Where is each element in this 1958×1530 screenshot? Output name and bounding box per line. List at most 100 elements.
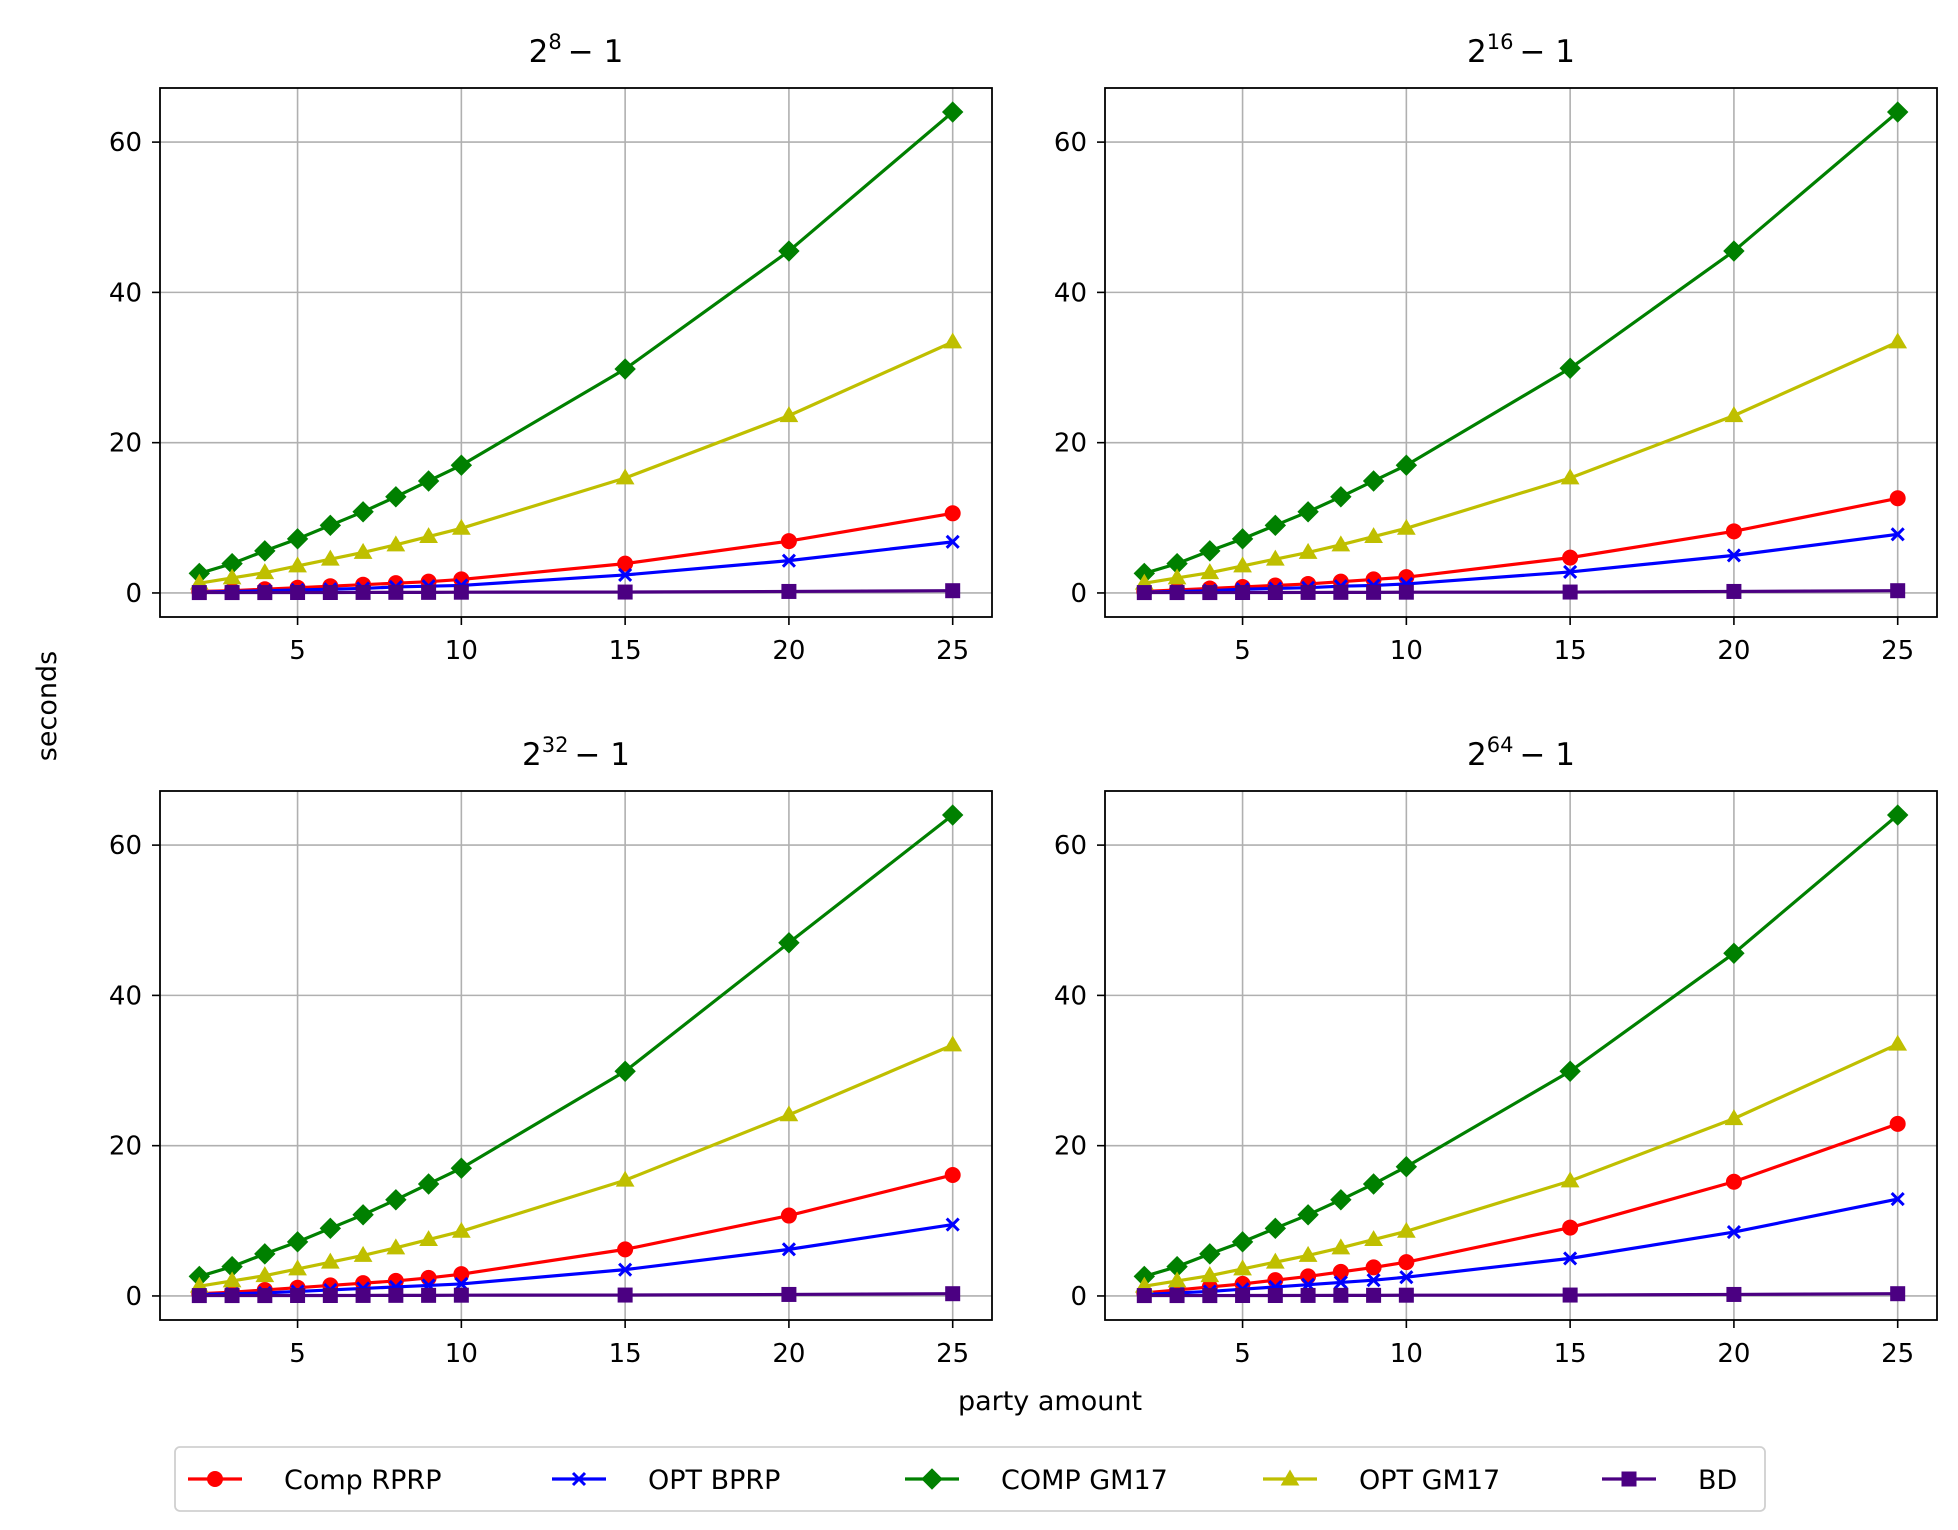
- data-point-bd: [617, 1287, 633, 1303]
- x-tick-label: 10: [445, 1339, 478, 1369]
- data-point-bd: [355, 1287, 371, 1303]
- legend-label: Comp RPRP: [284, 1465, 441, 1496]
- x-tick-label: 15: [609, 636, 642, 666]
- data-point-comp-gm17: [1723, 240, 1745, 262]
- data-point-opt-gm17: [353, 542, 373, 559]
- data-point-bd: [290, 585, 306, 601]
- data-point-comp-gm17: [352, 1204, 374, 1226]
- series-comp-gm17: [188, 101, 964, 585]
- data-point-opt-gm17: [1233, 556, 1252, 573]
- x-tick-label: 5: [289, 636, 306, 666]
- data-point-bd: [1202, 585, 1218, 601]
- data-point-comp-gm17: [417, 1173, 440, 1195]
- data-point-opt-gm17: [255, 563, 275, 580]
- data-point-opt-gm17: [288, 556, 307, 573]
- data-point-opt-gm17: [1888, 1034, 1908, 1051]
- data-point-bd: [257, 585, 273, 601]
- data-point-comp-rprp: [1725, 1173, 1742, 1190]
- data-point-bd: [388, 1287, 404, 1303]
- legend-entry-opt-gm17: OPT GM17: [1263, 1465, 1500, 1496]
- data-point-comp-rprp: [1332, 1263, 1349, 1280]
- data-point-opt-gm17: [222, 1271, 242, 1288]
- data-point-bd: [355, 584, 371, 600]
- data-point-opt-gm17: [1265, 549, 1285, 566]
- x-tick-label: 5: [1234, 1339, 1251, 1369]
- x-tick-label: 25: [936, 1339, 969, 1369]
- x-tick-label: 15: [1554, 1339, 1587, 1369]
- data-point-comp-rprp: [780, 1207, 797, 1224]
- data-point-opt-gm17: [779, 1105, 799, 1122]
- data-point-opt-gm17: [386, 535, 406, 552]
- data-point-opt-bprp: [945, 1217, 960, 1232]
- title-rest: − 1: [1519, 34, 1575, 70]
- data-point-opt-gm17: [419, 1230, 438, 1247]
- x-tick-label: 20: [772, 636, 805, 666]
- data-point-comp-rprp: [1365, 1259, 1382, 1276]
- title-exponent: 32: [542, 733, 569, 757]
- x-tick-label: 25: [1881, 1339, 1914, 1369]
- data-point-bd: [1726, 583, 1742, 599]
- data-point-comp-rprp: [1562, 549, 1579, 566]
- series-comp-gm17: [1133, 101, 1909, 585]
- data-point-comp-gm17: [1199, 540, 1221, 562]
- data-point-bd: [453, 1287, 469, 1303]
- data-point-bd: [1235, 585, 1251, 601]
- y-tick-label: 20: [109, 1132, 142, 1162]
- data-point-comp-gm17: [1886, 101, 1909, 123]
- x-tick-label: 10: [445, 636, 478, 666]
- subplot-4: 5 10 15 20 25 0 20 40 60 264− 1: [1054, 733, 1938, 1369]
- data-point-opt-bprp: [1563, 564, 1578, 579]
- data-point-bd: [453, 584, 469, 600]
- data-point-opt-gm17: [615, 1170, 635, 1187]
- data-point-opt-gm17: [1364, 527, 1383, 544]
- data-point-bd: [1562, 1287, 1578, 1303]
- axes-frame: [159, 790, 993, 1321]
- data-point-comp-gm17: [1559, 1060, 1581, 1082]
- data-point-comp-gm17: [254, 540, 276, 562]
- data-point-comp-gm17: [1330, 1189, 1352, 1211]
- y-tick-label: 20: [1054, 429, 1087, 459]
- data-point-bd: [1890, 583, 1906, 599]
- series-line-bd: [1144, 589, 1898, 595]
- y-tick-label: 0: [1070, 1282, 1087, 1312]
- data-point-opt-gm17: [1200, 1266, 1220, 1283]
- legend-marker-opt-bprp: [571, 1471, 587, 1487]
- data-point-comp-gm17: [778, 240, 800, 262]
- data-point-bd: [421, 1287, 437, 1303]
- data-point-opt-bprp: [1726, 548, 1741, 563]
- data-point-comp-rprp: [944, 505, 961, 522]
- axes-frame: [1104, 790, 1938, 1321]
- data-point-opt-gm17: [451, 1221, 471, 1238]
- data-point-opt-gm17: [288, 1259, 307, 1276]
- data-point-bd: [945, 583, 961, 599]
- data-point-comp-rprp: [617, 1241, 634, 1258]
- legend: Comp RPRP OPT BPRP COMP GM17 OPT GM17 BD: [174, 1446, 1766, 1512]
- legend-label: OPT BPRP: [648, 1465, 780, 1496]
- data-point-comp-gm17: [1199, 1243, 1221, 1265]
- data-point-opt-bprp: [781, 553, 796, 568]
- series-bd: [191, 1286, 961, 1304]
- data-point-bd: [257, 1288, 273, 1304]
- series-line-bd: [1144, 1292, 1898, 1298]
- subplot-1: 5 10 15 20 25 0 20 40 60 28 − 1: [109, 30, 993, 666]
- series-opt-gm17: [1134, 1034, 1908, 1293]
- data-point-opt-bprp: [1726, 1225, 1741, 1240]
- data-point-opt-bprp: [781, 1242, 796, 1257]
- data-point-opt-bprp: [1890, 1191, 1905, 1207]
- data-point-opt-gm17: [1560, 468, 1580, 485]
- data-point-comp-rprp: [1889, 1115, 1906, 1132]
- data-point-bd: [191, 585, 207, 601]
- y-tick-label: 40: [1054, 981, 1087, 1011]
- data-point-comp-gm17: [450, 1157, 473, 1179]
- legend-entry-bd: BD: [1602, 1465, 1737, 1496]
- legend-marker-comp-gm17: [921, 1468, 943, 1490]
- y-tick-label: 60: [1054, 831, 1087, 861]
- data-point-opt-bprp: [618, 1262, 633, 1277]
- data-point-bd: [1267, 1288, 1283, 1304]
- x-tick-label: 5: [1234, 636, 1251, 666]
- data-point-opt-gm17: [1233, 1259, 1252, 1276]
- data-point-comp-rprp: [453, 1266, 470, 1283]
- data-point-comp-gm17: [286, 528, 309, 550]
- x-axis-label: party amount: [958, 1386, 1142, 1417]
